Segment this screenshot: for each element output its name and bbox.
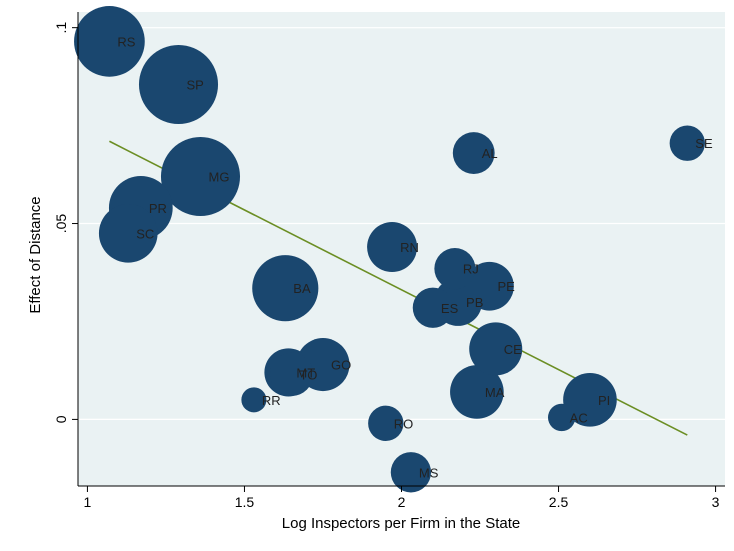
x-tick-label-4: 3 (712, 494, 720, 510)
bubble-pi (563, 373, 617, 427)
point-label-ce: CE (504, 342, 522, 357)
bubble-rs (74, 6, 145, 77)
bubble-ma (450, 365, 504, 419)
y-tick-label-0: 0 (53, 415, 69, 423)
y-axis: 0 .05 .1 (53, 12, 79, 486)
point-label-se: SE (695, 136, 713, 151)
point-label-rj: RJ (463, 262, 479, 277)
point-label-ma: MA (485, 385, 505, 400)
point-label-sp: SP (187, 77, 204, 92)
x-tick-label-0: 1 (84, 494, 92, 510)
point-label-rs: RS (117, 34, 135, 49)
point-label-ac: AC (570, 410, 588, 425)
point-label-pb: PB (466, 295, 483, 310)
point-label-al: AL (482, 146, 498, 161)
point-label-pr: PR (149, 201, 167, 216)
point-label-ba: BA (293, 281, 311, 296)
bubble-al (452, 132, 495, 174)
point-label-ms: MS (419, 465, 439, 480)
point-label-pi: PI (598, 393, 610, 408)
x-tick-label-2: 2 (398, 494, 406, 510)
bubble-se (669, 125, 705, 161)
x-tick-label-3: 2.5 (549, 494, 569, 510)
point-label-pe: PE (497, 279, 515, 294)
point-label-mt: MT (296, 365, 315, 380)
bubble-layer (74, 6, 705, 493)
point-label-rn: RN (400, 240, 419, 255)
y-tick-label-1: .05 (53, 214, 69, 234)
point-label-rr: RR (262, 393, 281, 408)
point-label-go: GO (331, 358, 351, 373)
bubble-ac (547, 403, 576, 432)
y-axis-title: Effect of Distance (27, 196, 44, 313)
x-axis: 1 1.5 2 2.5 3 (78, 485, 725, 510)
bubble-sp (138, 44, 219, 124)
bubble-ba (252, 255, 319, 322)
bubble-ro (368, 405, 404, 441)
point-label-ro: RO (394, 416, 414, 431)
x-axis-title: Log Inspectors per Firm in the State (282, 515, 520, 532)
bubble-ms (390, 452, 432, 493)
bubble-ce (469, 322, 523, 376)
bubble-rr (241, 387, 267, 413)
bubble-sc (98, 204, 158, 263)
point-label-es: ES (441, 301, 459, 316)
bubble-es (412, 287, 454, 328)
bubble-rj (434, 248, 476, 290)
point-label-mg: MG (208, 170, 229, 185)
point-label-sc: SC (136, 226, 154, 241)
point-label-to: TO (300, 367, 318, 382)
x-tick-label-1: 1.5 (235, 494, 255, 510)
bubble-mg (160, 137, 241, 217)
bubble-to (269, 352, 314, 397)
y-tick-label-2: .1 (53, 22, 69, 34)
bubble-rn (367, 222, 418, 273)
